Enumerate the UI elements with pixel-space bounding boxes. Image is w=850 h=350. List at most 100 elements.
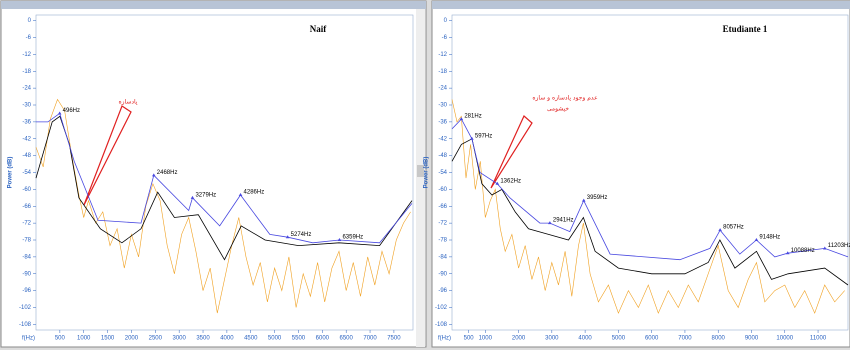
spectrum-line [35, 98, 411, 314]
scroll-thumb[interactable] [417, 165, 424, 177]
window [0, 0, 427, 348]
y-tick-label: -60 [22, 187, 31, 193]
x-axis-label: f(Hz) [438, 336, 451, 342]
peak-marker [548, 221, 552, 225]
peak-label: 597Hz [475, 133, 492, 139]
y-tick-label: 0 [28, 18, 32, 24]
title-bar [1, 1, 426, 9]
peak-label: 496Hz [63, 108, 80, 114]
chart-title: Etudiante 1 [723, 24, 768, 34]
y-tick-label: -84 [438, 254, 447, 260]
x-tick-label: 7000 [678, 336, 692, 342]
x-tick-label: 6000 [316, 336, 330, 342]
peak-marker [337, 238, 342, 241]
peak-marker [285, 235, 290, 239]
y-tick-label: -24 [438, 86, 447, 92]
x-tick-label: 500 [55, 336, 66, 342]
spectrum-line [451, 99, 845, 314]
annotation-arrow [490, 115, 533, 189]
peak-label: 1362Hz [500, 178, 521, 184]
y-tick-label: -90 [22, 271, 31, 277]
x-tick-label: 1500 [101, 336, 115, 342]
window [431, 0, 850, 348]
peak-marker [151, 173, 156, 177]
x-tick-label: 8000 [712, 336, 726, 342]
chart-title: Naif [310, 24, 328, 34]
y-tick-label: -66 [438, 204, 447, 210]
peak-label: 4286Hz [244, 190, 265, 196]
x-tick-label: 5500 [292, 336, 306, 342]
x-tick-label: 4500 [244, 336, 258, 342]
x-tick-label: 3500 [196, 336, 210, 342]
peak-label: 10088Hz [791, 248, 815, 254]
y-tick-label: -42 [22, 136, 31, 142]
y-tick-label: -102 [19, 305, 32, 311]
y-tick-label: -36 [22, 119, 31, 125]
scrollbar[interactable] [416, 9, 425, 347]
y-tick-label: -6 [442, 35, 448, 41]
spectrum-line [451, 118, 849, 261]
y-tick-label: -54 [438, 170, 447, 176]
x-tick-label: 5000 [612, 336, 626, 342]
peak-label: 3279Hz [195, 192, 216, 198]
y-axis-label: Power (dB) [8, 157, 14, 189]
annotation: عدم وجود پادسازه و سازه [532, 95, 597, 102]
y-tick-label: -54 [22, 170, 31, 176]
peak-marker [57, 111, 62, 115]
y-tick-label: -48 [438, 153, 447, 159]
annotation: پادسازه [118, 99, 137, 106]
peak-marker [238, 193, 243, 196]
y-tick-label: -48 [22, 153, 31, 159]
y-tick-label: -108 [19, 322, 32, 328]
peak-marker [718, 228, 722, 232]
y-tick-label: -30 [22, 103, 31, 109]
peak-label: 9148Hz [759, 235, 780, 241]
peak-label: 281Hz [464, 114, 481, 120]
x-tick-label: 7500 [387, 336, 401, 342]
y-tick-label: -90 [438, 271, 447, 277]
x-tick-label: 6500 [340, 336, 354, 342]
y-tick-label: -96 [438, 288, 447, 294]
y-tick-label: -72 [438, 221, 447, 227]
peak-marker [495, 181, 500, 185]
peak-marker [823, 246, 827, 250]
peak-marker [190, 195, 195, 199]
x-tick-label: 6000 [645, 336, 659, 342]
y-tick-label: -36 [438, 119, 447, 125]
y-tick-label: -78 [438, 238, 447, 244]
x-tick-label: 4000 [220, 336, 234, 342]
y-tick-label: -42 [438, 136, 447, 142]
x-tick-label: 1000 [479, 336, 493, 342]
y-axis-label: Power (dB) [424, 157, 430, 189]
y-tick-label: -24 [22, 86, 31, 92]
y-tick-label: -96 [22, 288, 31, 294]
y-tick-label: -78 [22, 238, 31, 244]
peak-marker [470, 136, 474, 140]
y-tick-label: -12 [22, 52, 31, 58]
y-tick-label: -12 [438, 52, 447, 58]
x-tick-label: 2500 [149, 336, 163, 342]
x-tick-label: 11000 [810, 336, 827, 342]
y-tick-label: -60 [438, 187, 447, 193]
x-tick-label: 3000 [545, 336, 559, 342]
spectrum-line [451, 138, 849, 286]
x-tick-label: 2000 [512, 336, 526, 342]
y-tick-label: -72 [22, 221, 31, 227]
annotation-arrow [83, 105, 132, 206]
peak-label: 8057Hz [723, 225, 744, 231]
y-tick-label: -30 [438, 103, 447, 109]
peak-label: 11203Hz [828, 243, 850, 249]
x-tick-label: 3000 [172, 336, 186, 342]
peak-marker [785, 251, 790, 255]
peak-label: 2468Hz [157, 170, 178, 176]
y-tick-label: -18 [438, 69, 447, 75]
x-tick-label: 500 [464, 336, 475, 342]
peak-label: 3959Hz [587, 195, 608, 201]
peak-label: 2941Hz [553, 218, 574, 224]
title-bar [432, 1, 850, 9]
x-tick-label: 5000 [268, 336, 282, 342]
y-tick-label: -66 [22, 204, 31, 210]
annotation: خیشومی [547, 106, 569, 113]
y-tick-label: -108 [435, 322, 448, 328]
y-tick-label: -84 [22, 254, 31, 260]
